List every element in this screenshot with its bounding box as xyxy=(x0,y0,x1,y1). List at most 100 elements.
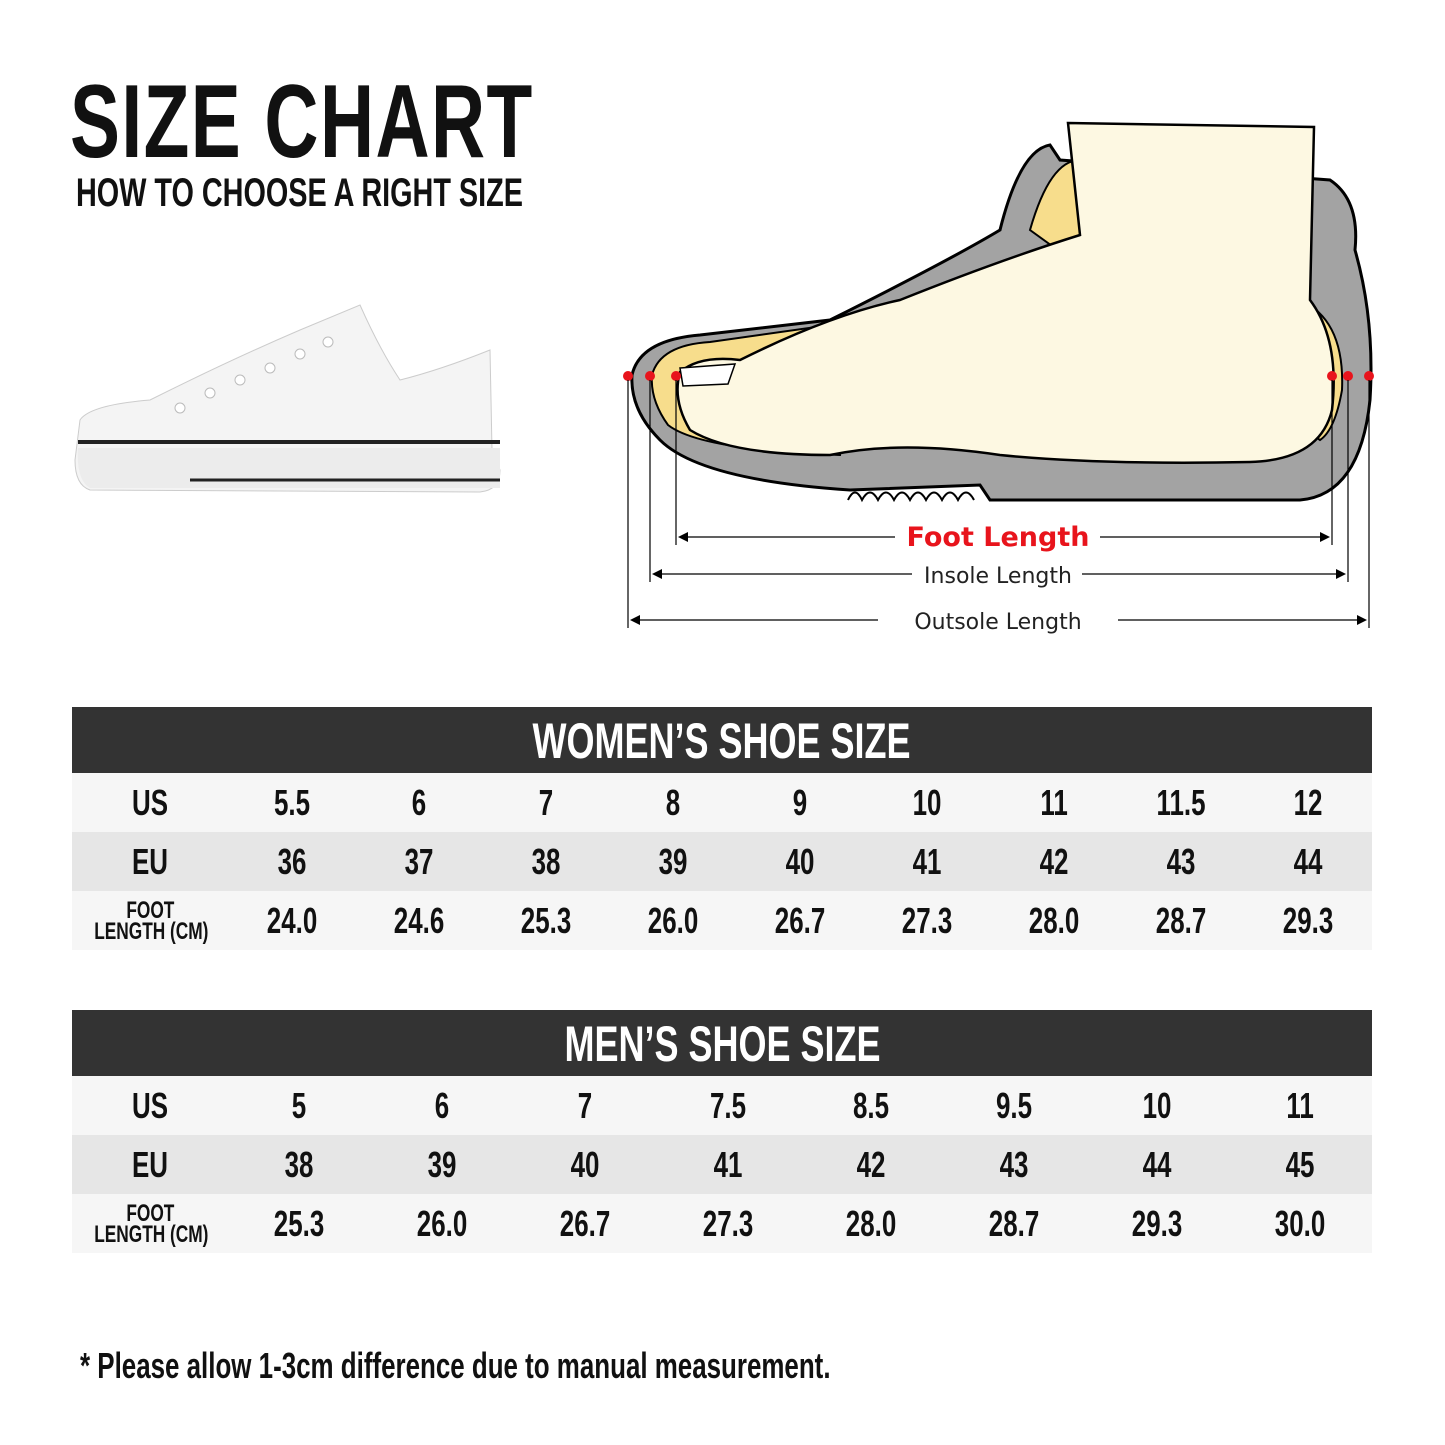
table-cell: 30.0 xyxy=(1229,1203,1372,1245)
cell-value: 8 xyxy=(665,781,681,823)
cell-value: 24.6 xyxy=(393,899,444,941)
table-cell: 11 xyxy=(991,782,1118,824)
cell-value: 8.5 xyxy=(853,1084,890,1126)
cell-value: 7 xyxy=(578,1084,593,1126)
table-cell: 6 xyxy=(371,1085,514,1127)
table-row-foot: FOOT LENGTH (CM) 24.0 24.6 25.3 26.0 26.7 27.3 2… xyxy=(72,891,1372,950)
page-title: SIZE CHART xyxy=(70,64,534,180)
table-cell: 25.3 xyxy=(228,1203,371,1245)
table-cell: 27.3 xyxy=(864,900,991,942)
measurement-note: * Please allow 1-3cm difference due to m… xyxy=(80,1345,831,1386)
cell-value: 41 xyxy=(912,840,942,882)
table-cell: 29.3 xyxy=(1245,900,1372,942)
cell-value: 10 xyxy=(912,781,942,823)
table-cell: 7 xyxy=(514,1085,657,1127)
foot-measurement-diagram: Foot Length Insole Length Outsole Length xyxy=(623,121,1374,635)
table-cell: 12 xyxy=(1245,782,1372,824)
cell-value: 39 xyxy=(658,840,688,882)
cell-value: 24.0 xyxy=(266,899,317,941)
cell-value: 43 xyxy=(1000,1143,1029,1185)
table-cell: 24.0 xyxy=(228,900,355,942)
cell-value: 42 xyxy=(857,1143,886,1185)
cell-value: 9.5 xyxy=(996,1084,1033,1126)
table-cell: 10 xyxy=(1086,1085,1229,1127)
row-label-foot: FOOT LENGTH (CM) xyxy=(72,896,228,945)
cell-value: 30.0 xyxy=(1275,1202,1326,1244)
cell-value: 26.0 xyxy=(647,899,699,941)
cell-value: 45 xyxy=(1286,1143,1315,1185)
table-cell: 24.6 xyxy=(355,900,482,942)
cell-value: 27.3 xyxy=(901,899,953,941)
table-cell: 25.3 xyxy=(482,900,609,942)
cell-value: 26.0 xyxy=(417,1202,468,1244)
cell-value: 38 xyxy=(285,1143,314,1185)
table-cell: 7 xyxy=(482,782,609,824)
cell-value: 26.7 xyxy=(560,1202,611,1244)
table-cell: 38 xyxy=(482,841,609,883)
table-cell: 40 xyxy=(736,841,863,883)
row-label-text: US xyxy=(131,1084,168,1126)
table-cell: 43 xyxy=(943,1144,1086,1186)
cell-value: 43 xyxy=(1166,840,1196,882)
cell-value: 36 xyxy=(277,840,306,882)
table-title: WOMEN’S SHOE SIZE xyxy=(72,707,1372,773)
row-label-text: EU xyxy=(131,840,168,882)
cell-value: 25.3 xyxy=(520,899,572,941)
row-label-text: EU xyxy=(131,1143,168,1185)
table-cell: 44 xyxy=(1086,1144,1229,1186)
cell-value: 28.7 xyxy=(1156,899,1207,941)
table-cell: 37 xyxy=(355,841,482,883)
table-cell: 9.5 xyxy=(943,1085,1086,1127)
table-cell: 43 xyxy=(1118,841,1245,883)
table-row-eu: EU 38 39 40 41 42 43 44 45 xyxy=(72,1135,1372,1194)
cell-value: 29.3 xyxy=(1132,1202,1183,1244)
cell-value: 11 xyxy=(1040,781,1068,823)
table-title-text: WOMEN’S SHOE SIZE xyxy=(532,713,912,769)
cell-value: 7.5 xyxy=(710,1084,747,1126)
table-cell: 26.7 xyxy=(514,1203,657,1245)
cell-value: 38 xyxy=(531,840,561,882)
table-cell: 44 xyxy=(1245,841,1372,883)
cell-value: 11.5 xyxy=(1156,781,1206,823)
cell-value: 10 xyxy=(1143,1084,1172,1126)
row-label-line: LENGTH (CM) xyxy=(94,917,209,945)
cell-value: 5.5 xyxy=(273,781,310,823)
cell-value: 26.7 xyxy=(774,899,826,941)
cell-value: 28.0 xyxy=(846,1202,897,1244)
cell-value: 5 xyxy=(292,1084,307,1126)
cell-value: 37 xyxy=(404,840,434,882)
cell-value: 39 xyxy=(428,1143,457,1185)
cell-value: 11 xyxy=(1286,1084,1315,1126)
table-cell: 28.0 xyxy=(991,900,1118,942)
table-cell: 41 xyxy=(864,841,991,883)
outsole-length-label: Outsole Length xyxy=(914,610,1081,635)
cell-value: 28.7 xyxy=(989,1202,1040,1244)
table-cell: 41 xyxy=(657,1144,800,1186)
table-cell: 38 xyxy=(228,1144,371,1186)
table-cell: 36 xyxy=(228,841,355,883)
table-cell: 39 xyxy=(371,1144,514,1186)
table-row-eu: EU 36 37 38 39 40 41 42 43 44 xyxy=(72,832,1372,891)
table-cell: 28.7 xyxy=(943,1203,1086,1245)
table-cell: 27.3 xyxy=(657,1203,800,1245)
row-label-eu: EU xyxy=(72,1144,228,1186)
table-cell: 5 xyxy=(228,1085,371,1127)
cell-value: 28.0 xyxy=(1028,899,1080,941)
table-cell: 42 xyxy=(991,841,1118,883)
men-size-table: MEN’S SHOE SIZE US 5 6 7 7.5 8.5 9.5 10 11 EU 38 39 4… xyxy=(72,1010,1372,1253)
table-cell: 40 xyxy=(514,1144,657,1186)
row-label-us: US xyxy=(72,1085,228,1127)
table-cell: 28.0 xyxy=(800,1203,943,1245)
cell-value: 42 xyxy=(1039,840,1069,882)
cell-value: 27.3 xyxy=(703,1202,754,1244)
sneaker-image xyxy=(74,304,501,493)
cell-value: 6 xyxy=(411,781,426,823)
table-cell: 26.0 xyxy=(371,1203,514,1245)
row-label-eu: EU xyxy=(72,841,228,883)
insole-length-label: Insole Length xyxy=(924,564,1072,589)
row-label-line: FOOT xyxy=(126,896,174,924)
cell-value: 12 xyxy=(1294,781,1323,823)
table-title: MEN’S SHOE SIZE xyxy=(72,1010,1372,1076)
table-cell: 11.5 xyxy=(1118,782,1245,824)
table-cell: 9 xyxy=(736,782,863,824)
